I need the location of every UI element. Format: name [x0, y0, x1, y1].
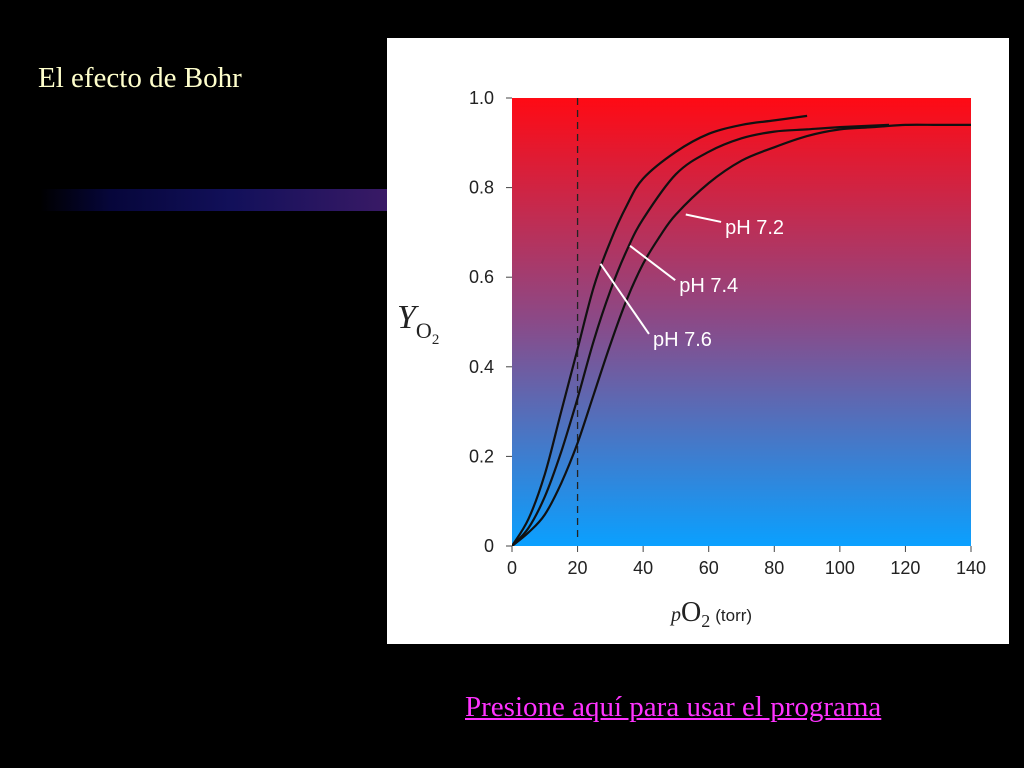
y-tick-label: 0: [484, 536, 494, 556]
x-tick-label: 40: [633, 558, 653, 578]
y-axis-label: YO2: [397, 299, 439, 348]
x-tick-label: 0: [507, 558, 517, 578]
leader-line: [629, 245, 676, 281]
x-tick-label: 100: [825, 558, 855, 578]
series-line-ph-7-2: [512, 123, 971, 546]
chart-panel: 0 20 40 60 80 100 120 140 0 0.2 0.4 0.6 0.8 1.0 pH 7.…: [387, 38, 1009, 644]
x-tick-label: 20: [568, 558, 588, 578]
y-tick-label: 1.0: [469, 88, 494, 108]
bohr-effect-chart: 0 20 40 60 80 100 120 140 0 0.2 0.4 0.6 0.8 1.0 pH 7.…: [397, 88, 986, 631]
series-label: pH 7.2: [725, 217, 784, 239]
slide-title: El efecto de Bohr: [38, 62, 242, 94]
series-line-ph-7-4: [512, 123, 890, 546]
y-tick-label: 0.4: [469, 357, 494, 377]
x-tick-label: 140: [956, 558, 986, 578]
y-tick-label: 0.2: [469, 446, 494, 466]
y-tick-label: 0.6: [469, 267, 494, 287]
leader-line: [685, 213, 722, 223]
plot-area: [512, 98, 971, 546]
x-axis-label: pO2 (torr): [669, 597, 752, 631]
y-tick-label: 0.8: [469, 178, 494, 198]
series-label: pH 7.4: [679, 275, 738, 297]
x-tick-label: 80: [764, 558, 784, 578]
x-tick-label: 60: [699, 558, 719, 578]
decorative-bar: [40, 189, 390, 211]
series-label: pH 7.6: [653, 329, 712, 351]
use-program-link[interactable]: Presione aquí para usar el programa: [465, 691, 882, 723]
x-tick-label: 120: [890, 558, 920, 578]
leader-line: [599, 263, 650, 335]
series-line-ph-7-6: [512, 114, 808, 546]
